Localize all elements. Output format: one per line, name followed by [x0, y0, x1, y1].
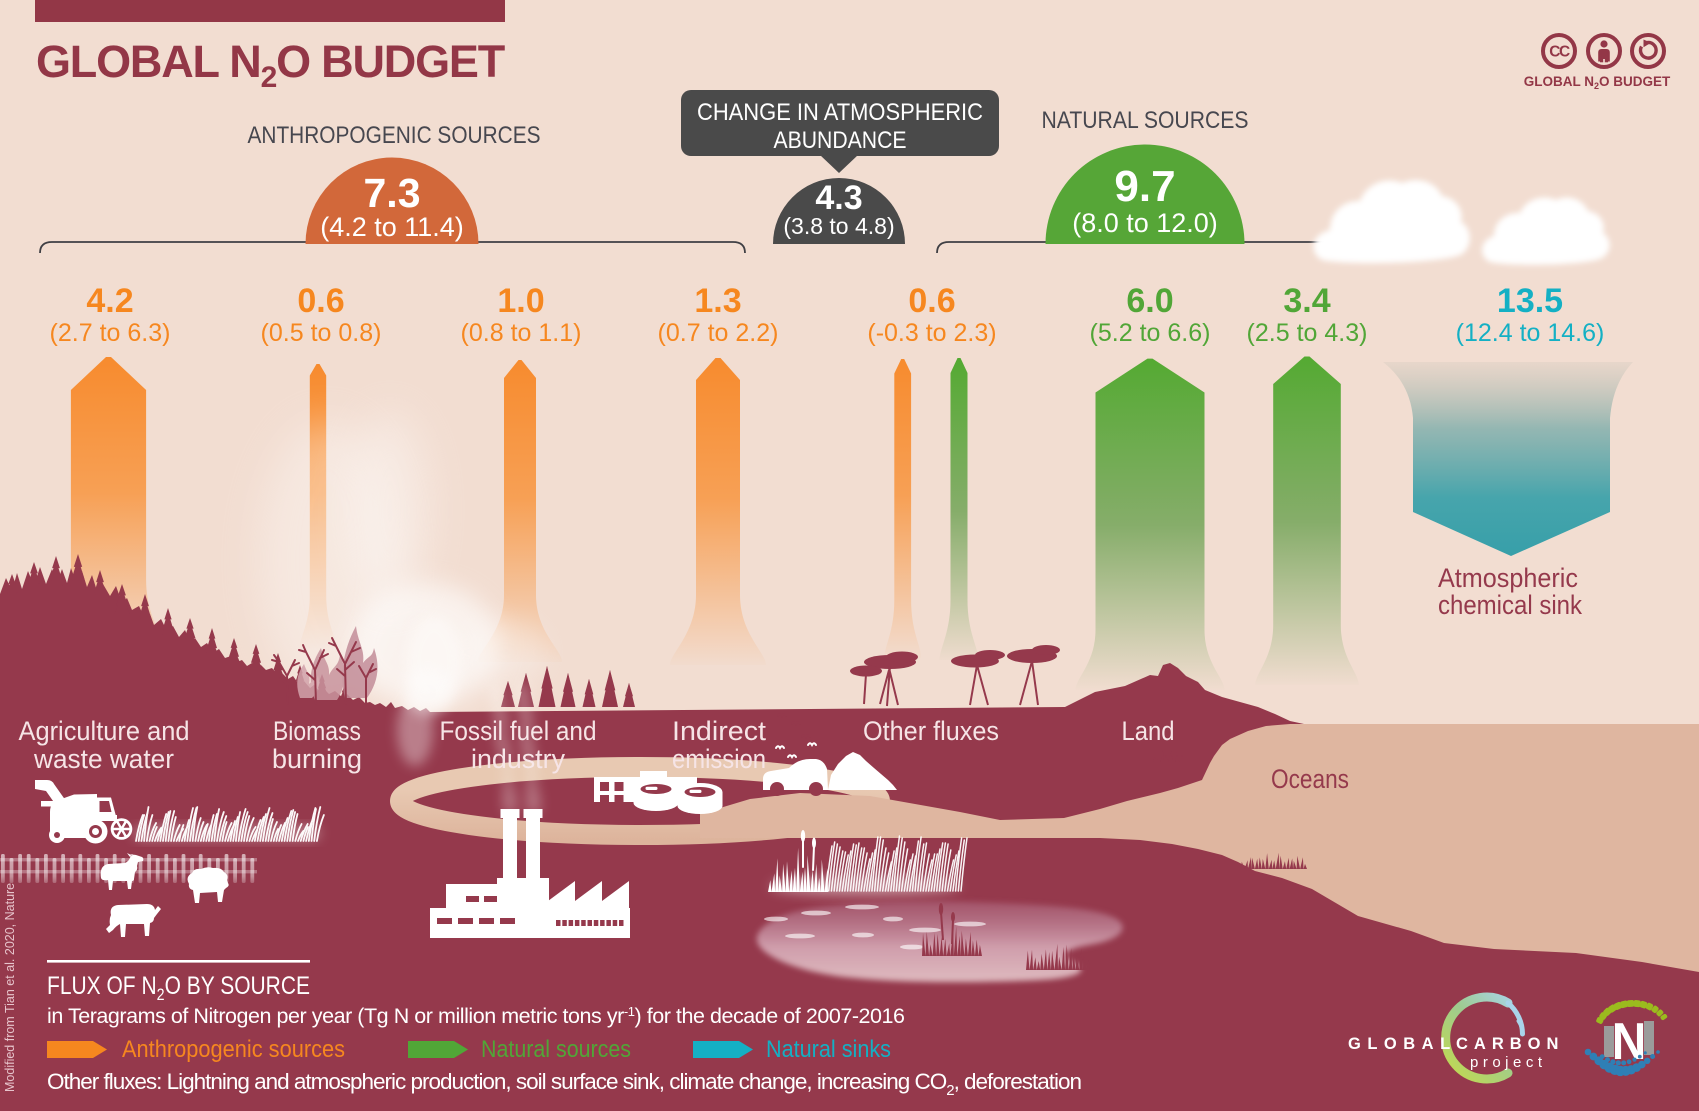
- svg-text:waste water: waste water: [33, 744, 174, 774]
- svg-text:Biomass: Biomass: [273, 716, 361, 746]
- svg-text:industry: industry: [471, 744, 565, 774]
- svg-text:ANTHROPOGENIC SOURCES: ANTHROPOGENIC SOURCES: [248, 122, 541, 149]
- svg-text:project: project: [1470, 1054, 1547, 1071]
- svg-text:emission: emission: [672, 744, 766, 774]
- svg-text:(0.5 to 0.8): (0.5 to 0.8): [261, 319, 382, 347]
- svg-text:GLOBAL N2O BUDGET: GLOBAL N2O BUDGET: [1524, 74, 1671, 91]
- svg-text:NATURAL SOURCES: NATURAL SOURCES: [1042, 107, 1249, 134]
- svg-text:chemical sink: chemical sink: [1438, 590, 1582, 620]
- svg-text:CARBON: CARBON: [1456, 1035, 1564, 1053]
- svg-text:(2.5 to 4.3): (2.5 to 4.3): [1247, 319, 1368, 347]
- svg-text:Oceans: Oceans: [1271, 764, 1349, 794]
- svg-text:(-0.3 to 2.3): (-0.3 to 2.3): [867, 319, 996, 347]
- svg-text:(12.4 to 14.6): (12.4 to 14.6): [1456, 319, 1605, 347]
- svg-text:Agriculture and: Agriculture and: [19, 716, 190, 746]
- svg-text:(4.2 to 11.4): (4.2 to 11.4): [320, 212, 464, 242]
- svg-text:(0.7 to 2.2): (0.7 to 2.2): [658, 319, 779, 347]
- svg-text:Land: Land: [1122, 716, 1175, 746]
- svg-text:4.3: 4.3: [815, 179, 862, 217]
- svg-text:Natural sources: Natural sources: [481, 1036, 631, 1063]
- svg-text:6.0: 6.0: [1126, 282, 1173, 320]
- svg-text:CC: CC: [1549, 44, 1570, 61]
- svg-text:Other fluxes: Other fluxes: [863, 716, 999, 746]
- svg-text:1.0: 1.0: [497, 282, 544, 320]
- svg-text:Fossil fuel and: Fossil fuel and: [440, 716, 597, 746]
- svg-text:13.5: 13.5: [1497, 282, 1563, 320]
- svg-text:Indirect: Indirect: [672, 716, 767, 746]
- svg-text:0.6: 0.6: [908, 282, 955, 320]
- svg-text:(0.8 to 1.1): (0.8 to 1.1): [461, 319, 582, 347]
- svg-text:1.3: 1.3: [694, 282, 741, 320]
- svg-text:(8.0 to 12.0): (8.0 to 12.0): [1072, 208, 1218, 238]
- svg-text:Modified from Tian et al. 2020: Modified from Tian et al. 2020, Nature: [3, 883, 17, 1092]
- svg-text:Anthropogenic sources: Anthropogenic sources: [122, 1036, 345, 1063]
- svg-text:CHANGE IN ATMOSPHERIC: CHANGE IN ATMOSPHERIC: [697, 99, 983, 126]
- svg-text:ABUNDANCE: ABUNDANCE: [774, 127, 907, 154]
- svg-text:0.6: 0.6: [297, 282, 344, 320]
- svg-text:Atmospheric: Atmospheric: [1438, 563, 1578, 593]
- svg-text:4.2: 4.2: [86, 282, 133, 320]
- svg-text:burning: burning: [272, 744, 362, 774]
- svg-text:7.3: 7.3: [364, 170, 421, 216]
- svg-text:3.4: 3.4: [1283, 282, 1330, 320]
- svg-text:Natural sinks: Natural sinks: [766, 1036, 891, 1063]
- svg-text:(5.2 to 6.6): (5.2 to 6.6): [1090, 319, 1211, 347]
- svg-text:in Teragrams of Nitrogen per y: in Teragrams of Nitrogen per year (Tg N …: [47, 1004, 905, 1028]
- svg-text:GLOBAL: GLOBAL: [1348, 1035, 1457, 1053]
- svg-text:(2.7 to 6.3): (2.7 to 6.3): [50, 319, 171, 347]
- svg-text:FLUX OF N2O BY SOURCE: FLUX OF N2O BY SOURCE: [47, 972, 310, 1004]
- svg-text:(3.8 to 4.8): (3.8 to 4.8): [783, 213, 894, 239]
- svg-text:9.7: 9.7: [1114, 162, 1175, 211]
